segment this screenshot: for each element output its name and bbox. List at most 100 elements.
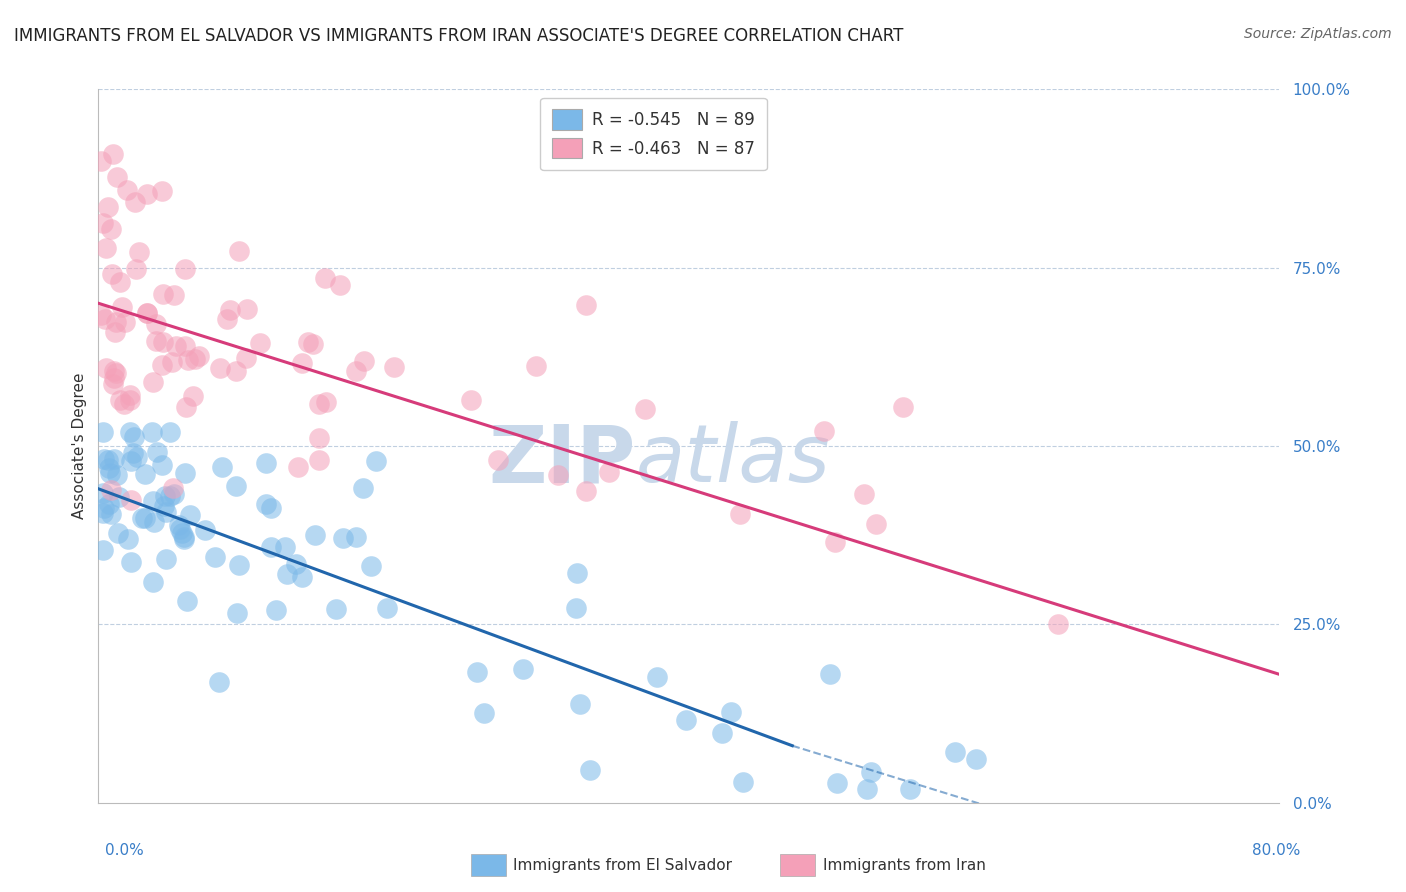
Point	[162, 481, 184, 495]
Point	[579, 763, 602, 777]
Point	[236, 302, 259, 317]
Point	[150, 358, 173, 372]
Point	[145, 317, 167, 331]
Text: 0.0%: 0.0%	[105, 843, 145, 858]
Point	[115, 183, 138, 197]
Point	[150, 458, 173, 472]
Text: Immigrants from Iran: Immigrants from Iran	[823, 858, 986, 872]
Point	[364, 454, 387, 468]
Point	[645, 670, 668, 684]
Legend: R = -0.545   N = 89, R = -0.463   N = 87: R = -0.545 N = 89, R = -0.463 N = 87	[540, 97, 766, 169]
Point	[856, 781, 879, 796]
Point	[898, 781, 921, 796]
Point	[117, 533, 139, 547]
Point	[97, 200, 120, 214]
Point	[308, 453, 330, 467]
Point	[103, 452, 125, 467]
Point	[152, 335, 174, 350]
Point	[150, 185, 173, 199]
Point	[142, 515, 165, 529]
Point	[91, 506, 114, 520]
Text: IMMIGRANTS FROM EL SALVADOR VS IMMIGRANTS FROM IRAN ASSOCIATE'S DEGREE CORRELATI: IMMIGRANTS FROM EL SALVADOR VS IMMIGRANT…	[14, 27, 904, 45]
Point	[173, 466, 195, 480]
Point	[943, 745, 966, 759]
Point	[124, 195, 146, 210]
Point	[107, 491, 129, 505]
Point	[893, 400, 915, 414]
Point	[114, 316, 136, 330]
Text: 80.0%: 80.0%	[1253, 843, 1301, 858]
Point	[103, 377, 125, 392]
Point	[155, 551, 177, 566]
Point	[827, 776, 849, 790]
Point	[375, 601, 398, 615]
Point	[100, 221, 122, 235]
Point	[568, 697, 591, 711]
Point	[120, 425, 142, 439]
Point	[547, 468, 569, 483]
Point	[100, 507, 122, 521]
Point	[103, 146, 125, 161]
Point	[163, 288, 186, 302]
Point	[225, 364, 247, 378]
Point	[134, 511, 156, 525]
Point	[301, 336, 323, 351]
Point	[103, 371, 125, 385]
Point	[297, 334, 319, 349]
Point	[575, 483, 598, 498]
Point	[325, 601, 347, 615]
Point	[284, 558, 307, 572]
Point	[142, 376, 165, 390]
Point	[104, 325, 127, 339]
Point	[219, 303, 242, 318]
Point	[332, 531, 354, 545]
Point	[146, 445, 169, 459]
Point	[291, 570, 314, 584]
Point	[287, 459, 309, 474]
Point	[818, 666, 841, 681]
Point	[103, 364, 125, 378]
Point	[860, 764, 883, 779]
Point	[111, 301, 134, 315]
Point	[93, 501, 115, 516]
Point	[308, 431, 330, 445]
Text: Immigrants from El Salvador: Immigrants from El Salvador	[513, 858, 733, 872]
Point	[176, 593, 198, 607]
Point	[731, 775, 754, 789]
Point	[120, 492, 142, 507]
Point	[353, 354, 375, 368]
Point	[710, 726, 733, 740]
Point	[720, 705, 742, 719]
Point	[728, 508, 751, 522]
Point	[120, 454, 142, 468]
Point	[204, 549, 226, 564]
Point	[352, 481, 374, 495]
Point	[97, 453, 120, 467]
Point	[173, 530, 195, 544]
Point	[97, 460, 120, 475]
Point	[90, 309, 112, 323]
Point	[565, 601, 588, 615]
Point	[177, 352, 200, 367]
Point	[235, 351, 257, 365]
Point	[183, 351, 205, 366]
Text: Source: ZipAtlas.com: Source: ZipAtlas.com	[1244, 27, 1392, 41]
Point	[460, 392, 482, 407]
Point	[159, 425, 181, 439]
Point	[179, 508, 201, 522]
Point	[163, 487, 186, 501]
Point	[122, 445, 145, 459]
Point	[142, 494, 165, 508]
Point	[91, 485, 114, 500]
Point	[160, 354, 183, 368]
Point	[155, 505, 177, 519]
Point	[131, 511, 153, 525]
Point	[226, 606, 249, 620]
Point	[486, 453, 509, 467]
Point	[104, 316, 127, 330]
Point	[187, 349, 209, 363]
Point	[675, 714, 697, 728]
Point	[105, 169, 128, 184]
Point	[256, 497, 278, 511]
Point	[208, 675, 231, 690]
